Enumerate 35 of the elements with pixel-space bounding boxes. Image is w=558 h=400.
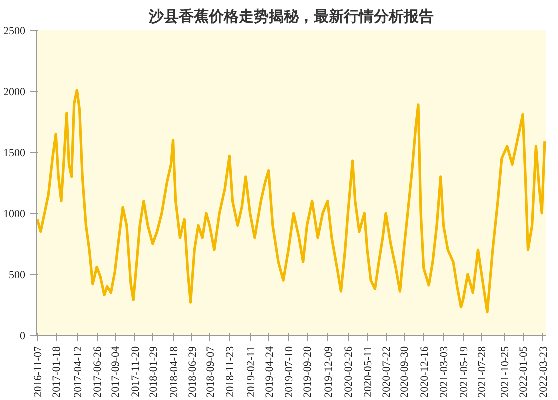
x-tick-label: 2021-03-03 [438, 346, 451, 398]
x-tick-label: 2020-02-26 [343, 346, 356, 398]
x-tick-label: 2021-05-19 [458, 346, 471, 398]
x-tick-label: 2019-04-24 [264, 346, 276, 398]
x-tick-label: 2019-07-10 [284, 346, 296, 398]
x-tick-label: 2018-06-29 [186, 346, 199, 398]
x-tick-label: 2017-01-18 [51, 346, 64, 398]
x-tick-label: 2017-09-04 [110, 346, 122, 398]
x-tick-label: 2018-01-29 [148, 346, 160, 398]
chart-title: 沙县香蕉价格走势揭秘，最新行情分析报告 [148, 8, 434, 26]
x-tick-label: 2020-07-22 [381, 346, 394, 398]
x-tick-label: 2017-11-20 [130, 346, 142, 398]
x-tick-label: 2018-04-18 [168, 346, 180, 398]
x-tick-label: 2021-07-28 [476, 346, 489, 398]
y-tick-label: 1500 [4, 148, 26, 160]
y-tick-label: 2000 [4, 86, 26, 98]
y-tick-label: 1000 [4, 208, 26, 220]
y-tick-label: 2500 [4, 26, 26, 38]
x-tick-label: 2016-11-07 [32, 346, 45, 398]
x-tick-label: 2019-12-09 [322, 346, 335, 398]
x-tick-label: 2021-10-25 [500, 346, 512, 398]
y-tick-label: 500 [9, 270, 26, 282]
x-tick-label: 2019-09-20 [302, 346, 314, 398]
x-tick-label: 2020-09-30 [399, 346, 412, 398]
x-tick-label: 2017-04-12 [72, 346, 85, 398]
x-tick-label: 2020-12-16 [418, 346, 431, 398]
y-tick-label: 0 [20, 330, 26, 342]
x-tick-label: 2022-01-05 [518, 346, 530, 398]
x-tick-label: 2019-02-11 [245, 346, 258, 398]
x-tick-label: 2017-06-26 [92, 346, 104, 398]
line-series [36, 88, 546, 314]
x-tick-label: 2022-03-23 [538, 346, 550, 398]
x-tick-label: 2020-05-11 [362, 346, 374, 398]
x-tick-label: 2018-11-23 [224, 346, 237, 398]
x-tick-label: 2018-09-07 [204, 346, 217, 398]
